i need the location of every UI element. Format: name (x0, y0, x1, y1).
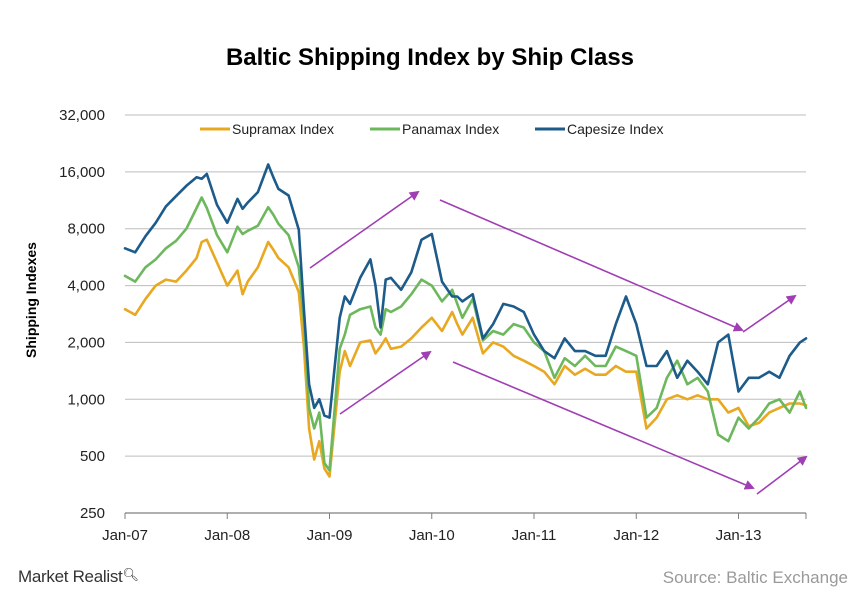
y-tick-label: 250 (80, 505, 105, 522)
series-line-capesize-index (123, 163, 808, 419)
legend-label: Supramax Index (232, 121, 334, 137)
trend-arrow (339, 350, 432, 415)
x-tick-label: Jan-07 (102, 527, 148, 544)
x-tick-label: Jan-13 (716, 527, 762, 544)
chart-title: Baltic Shipping Index by Ship Class (225, 44, 635, 71)
trend-arrow (452, 361, 755, 490)
trend-arrow (756, 455, 808, 495)
y-tick-label: 2,000 (67, 334, 105, 351)
x-tick-label: Jan-10 (409, 527, 455, 544)
legend-label: Panamax Index (402, 121, 499, 137)
y-tick-label: 500 (80, 448, 105, 465)
y-tick-label: 4,000 (67, 278, 105, 295)
y-axis: 250 500 1,000 2,000 4,000 8,000 16,000 32,000 (59, 107, 105, 522)
series-line-panamax-index (123, 196, 808, 472)
trend-arrow (439, 199, 744, 332)
brand-logo: Market Realist🔍︎ (18, 567, 139, 586)
x-tick-label: Jan-12 (613, 527, 659, 544)
x-tick-label: Jan-09 (307, 527, 353, 544)
trend-arrow (742, 294, 797, 333)
legend: Supramax Index Panamax Index Capesize Inde… (200, 121, 664, 137)
trend-arrow (309, 190, 420, 269)
source-note: Source: Baltic Exchange (662, 568, 848, 587)
series-lines (123, 163, 808, 478)
y-tick-label: 16,000 (59, 164, 105, 181)
gridlines (125, 114, 806, 457)
x-axis: Jan-07 Jan-08 Jan-09 Jan-10 Jan-11 Jan-12 Jan-… (102, 512, 807, 544)
y-tick-label: 8,000 (67, 221, 105, 238)
x-tick-label: Jan-08 (204, 527, 250, 544)
series-line-supramax-index (123, 238, 808, 478)
y-axis-label: Shipping Indexes (23, 242, 39, 358)
legend-label: Capesize Index (567, 121, 664, 137)
x-tick-label: Jan-11 (512, 527, 557, 544)
magnifier-icon: 🔍︎ (122, 567, 139, 582)
y-tick-label: 32,000 (59, 107, 105, 124)
trend-arrows (309, 190, 808, 495)
y-tick-label: 1,000 (67, 391, 105, 408)
